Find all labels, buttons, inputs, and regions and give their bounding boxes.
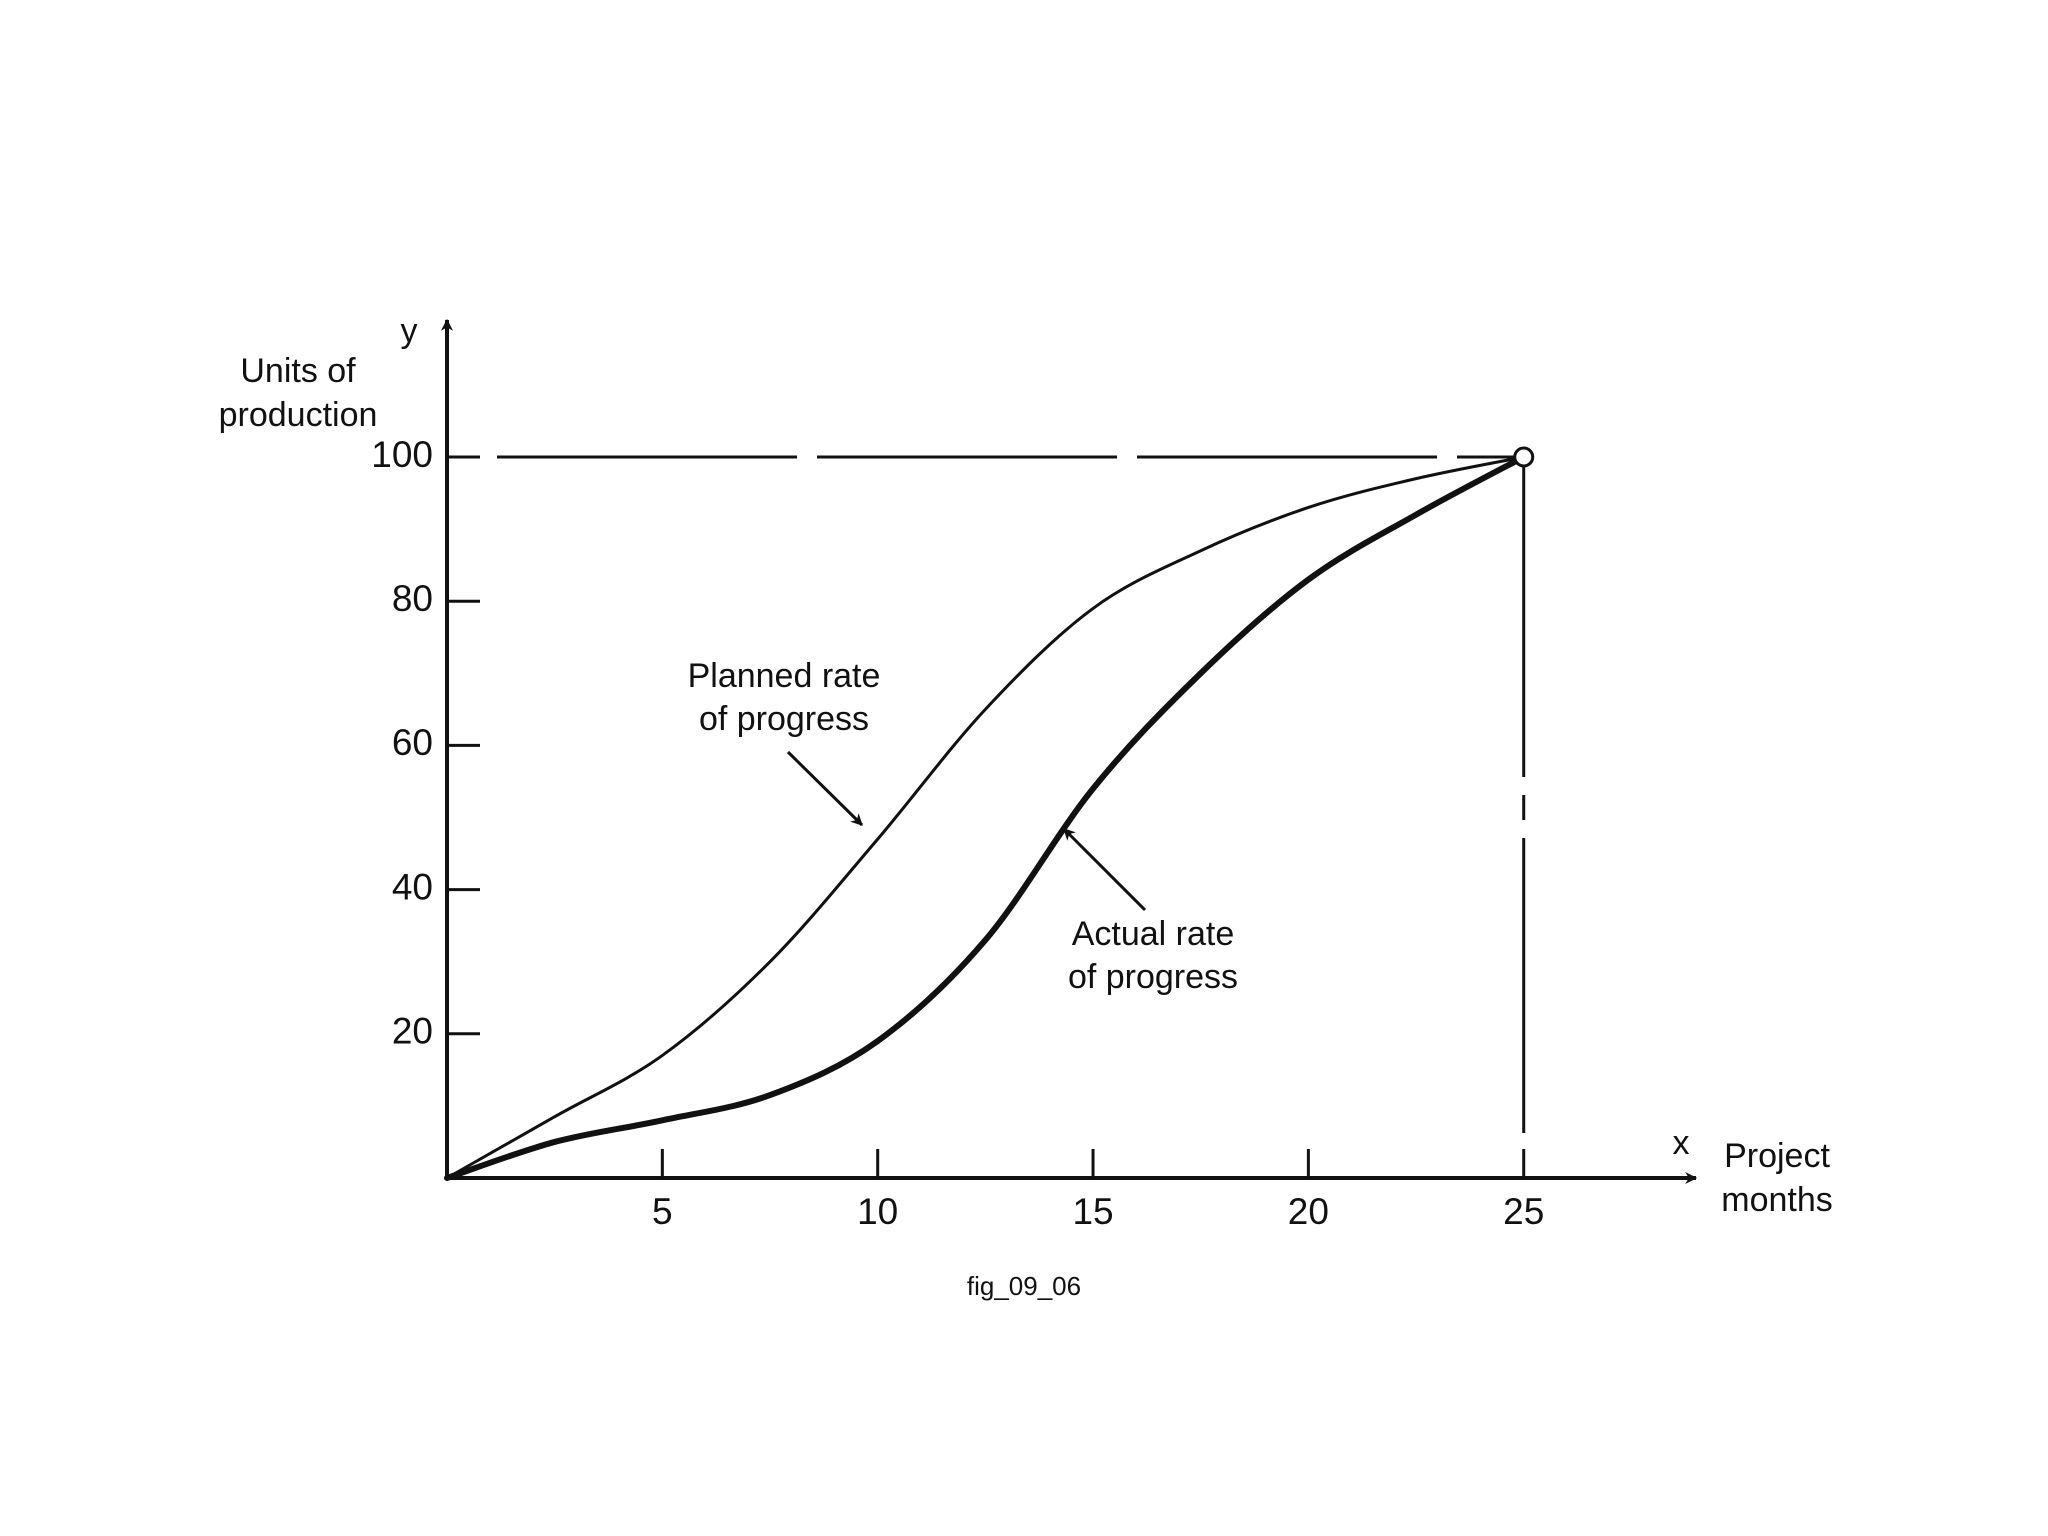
y-tick-label: 80 (392, 578, 433, 619)
target-point (1513, 446, 1535, 468)
annotation-arrow (786, 750, 864, 827)
y-axis-label: production (219, 396, 378, 434)
series-line (445, 455, 1526, 1180)
annotation-planned: of progress (699, 700, 869, 738)
x-tick-label: 15 (1072, 1191, 1113, 1232)
y-tick-label: 100 (371, 434, 433, 475)
x-tick-label: 20 (1288, 1191, 1329, 1232)
x-tick-label: 10 (857, 1191, 898, 1232)
y-tick-label: 40 (392, 866, 433, 907)
x-axis-symbol: x (1673, 1124, 1690, 1162)
annotation-actual: of progress (1068, 958, 1238, 996)
y-tick-label: 60 (392, 722, 433, 763)
caption: fig_09_06 (967, 1271, 1081, 1301)
x-axis-label: months (1721, 1181, 1833, 1219)
series-line (444, 453, 1527, 1181)
y-tick-label: 20 (392, 1011, 433, 1052)
x-tick-label: 25 (1503, 1191, 1544, 1232)
x-axis-label: Project (1724, 1137, 1830, 1175)
annotation-actual: Actual rate (1072, 915, 1235, 953)
x-tick-label: 5 (652, 1191, 673, 1232)
y-axis-symbol: y (401, 312, 418, 350)
annotation-planned: Planned rate (688, 657, 881, 695)
y-axis-label: Units of (240, 352, 356, 390)
annotation-arrow (1062, 827, 1147, 912)
